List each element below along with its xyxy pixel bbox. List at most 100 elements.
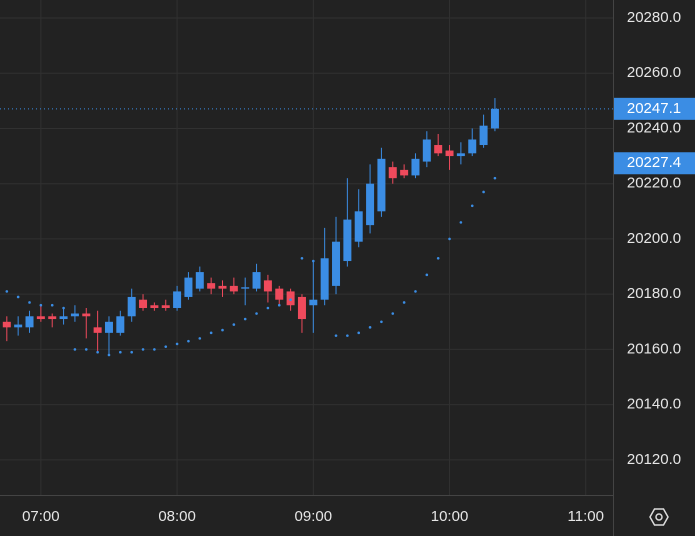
sar-dot [266,306,270,310]
axes: 20120.0 20140.0 20160.0 20180.0 20200.0 20220… [22,9,695,525]
sar-dot [39,303,43,307]
sar-dot [187,339,190,343]
candle-body [388,167,397,179]
candle-body [297,296,306,320]
sar-dot [425,273,429,277]
candle-body [422,139,431,162]
candle-body [411,158,420,176]
candle-body [218,285,227,289]
sar-dot [232,323,236,326]
candle-body [241,287,250,289]
sar-dot [28,301,31,304]
sar-dot [5,290,9,293]
candle-body [400,169,409,176]
x-tick-label: 10:00 [431,508,469,525]
sar-dot [130,350,133,354]
candle-body [116,316,125,333]
candle-body [456,153,465,157]
candle-body [275,288,284,300]
sar-dot [62,306,65,310]
candle-body [59,316,68,320]
sar-dot [277,303,281,307]
sar-dot [198,337,202,340]
sar-dot [96,350,99,354]
sar-dot [493,176,497,180]
sar-dot [334,334,338,337]
sar-dot [312,259,315,263]
sar-dot [164,345,168,348]
candle-body [366,183,375,226]
sar-dot [221,328,224,332]
settings-button[interactable] [649,508,669,526]
sar-dot [119,350,122,354]
candle-body [377,158,386,212]
candle-body [263,280,272,292]
candle-body [445,150,454,157]
candle-body [343,219,352,262]
y-tick-label: 20180.0 [627,285,681,302]
sar-dot [357,331,361,335]
sar-dot [448,237,451,241]
sar-dot [107,353,111,357]
y-tick-label: 20120.0 [627,451,681,468]
plot [0,98,613,357]
sar-dot [323,262,326,266]
sar-dot [414,290,417,293]
candle-body [82,313,91,317]
candle-body [354,211,363,242]
candle-body [2,321,11,328]
candle-body [161,305,170,308]
candle-body [127,296,136,317]
sar-dot [459,221,463,224]
candle-body [184,277,193,297]
y-tick-label: 20200.0 [627,230,681,247]
sar-dot [243,317,247,321]
sar-dot [209,331,213,335]
sar-dot [175,342,179,346]
settings-icon-center [655,513,663,521]
sar-dot [153,348,156,351]
candle-body [104,321,113,333]
candle-body [150,305,159,308]
candle-body [434,145,443,154]
candle-body [139,299,148,308]
sar-dot [346,334,349,337]
y-tick-label: 20140.0 [627,396,681,413]
candle-body [490,108,499,129]
sar-dot [50,303,54,307]
sar-dot [16,295,20,299]
candle-body [14,324,23,328]
y-tick-label: 20280.0 [627,9,681,26]
y-tick-label: 20260.0 [627,64,681,81]
candle-body [332,241,341,286]
sar-dot [436,256,440,260]
x-tick-label: 08:00 [158,508,196,525]
candle-body [25,316,34,328]
sar-dot [391,312,395,315]
sar-dot [289,298,292,302]
candle-body [252,272,261,289]
sar-dot [470,204,474,208]
candle-body [195,272,204,289]
sar-dot [300,256,304,260]
x-tick-label: 11:00 [568,508,604,525]
candle-body [229,285,238,292]
y-tick-label: 20220.0 [627,175,681,192]
candle-body [48,316,57,320]
sar-dot [255,312,258,315]
candle-body [207,283,216,289]
candle-body [36,316,45,320]
candle-body [479,125,488,146]
sar-price-box [614,152,695,175]
sar-dot [380,320,383,324]
last-price-box [614,97,695,120]
settings-icon [649,508,669,526]
sar-dot [402,301,406,304]
x-tick-label: 07:00 [22,508,60,525]
sar-dot [73,348,77,351]
candle-body [70,313,79,317]
candle-body [309,299,318,306]
last-price-label: 20247.1 [627,100,681,117]
